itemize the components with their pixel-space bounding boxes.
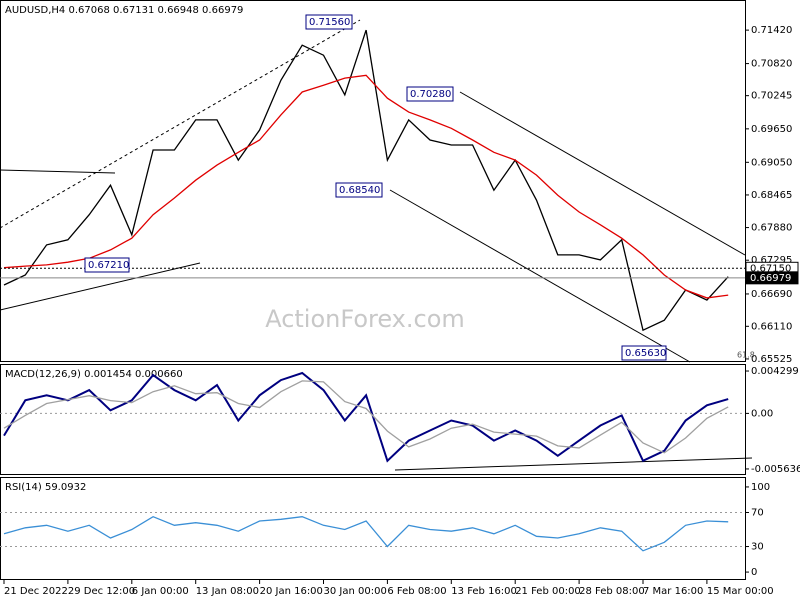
macd-title: MACD(12,26,9) 0.001454 0.000660 (5, 369, 183, 380)
macd-trend-line (394, 457, 753, 471)
x-tick-label: 6 Jan 00:00 (132, 586, 189, 597)
y-tick-label: -0.005636 (751, 464, 800, 475)
series-line (3, 74, 729, 299)
y-tick-label: 0.69650 (751, 124, 792, 135)
watermark: ActionForex.com (265, 305, 465, 333)
price-tag-label: 0.67150 (750, 263, 791, 274)
annotation: 0.71560 (309, 17, 350, 28)
annotation-box (621, 345, 667, 361)
x-tick-label: 21 Feb 00:00 (515, 586, 581, 597)
y-tick-label: 0.67880 (751, 223, 792, 234)
series-line (3, 29, 729, 332)
series-line (3, 515, 729, 552)
y-tick-label: 0.65525 (751, 354, 792, 365)
channel-line (0, 169, 116, 174)
rsi-frame (0, 477, 746, 580)
y-tick-label: 0.68465 (751, 190, 792, 201)
y-tick-label: 70 (751, 507, 764, 518)
trend-lines (0, 19, 753, 471)
annotation: 0.68540 (339, 185, 380, 196)
series-line (3, 371, 729, 463)
x-tick-label: 13 Feb 16:00 (451, 586, 517, 597)
y-tick-label: 0 (751, 567, 757, 578)
price-title: AUDUSD,H4 0.67068 0.67131 0.66948 0.6697… (5, 5, 243, 16)
y-tick-label: 0.70820 (751, 59, 792, 70)
annotation-box (406, 86, 454, 102)
annotation-box (305, 14, 353, 30)
y-tick-label: 0.00 (751, 408, 773, 419)
x-tick-label: 15 Mar 00:00 (707, 586, 774, 597)
y-tick-label: 0.66110 (751, 321, 792, 332)
annotation: 0.70280 (410, 89, 451, 100)
channel-line (0, 262, 201, 311)
x-tick-label: 28 Feb 08:00 (579, 586, 645, 597)
y-tick-label: 0.71420 (751, 25, 792, 36)
x-tick-label: 13 Jan 08:00 (196, 586, 259, 597)
y-tick-label: 0.67295 (751, 255, 792, 266)
annotation: 0.67210 (88, 260, 129, 271)
x-tick-label: 29 Dec 12:00 (68, 586, 135, 597)
series-line (3, 380, 729, 454)
annotation-box (84, 257, 130, 273)
rsi-title: RSI(14) 59.0932 (5, 482, 86, 493)
y-tick-label: 0.69050 (751, 157, 792, 168)
annotation-box (335, 182, 383, 198)
x-tick-label: 6 Feb 08:00 (387, 586, 446, 597)
x-tick-label: 7 Mar 16:00 (643, 586, 703, 597)
macd-frame (0, 364, 746, 475)
x-tick-label: 20 Jan 16:00 (260, 586, 323, 597)
y-tick-label: 0.004299 (751, 366, 799, 377)
price-tag-label: 0.66979 (750, 273, 791, 284)
y-tick-label: 0.70245 (751, 91, 792, 102)
price-frame (0, 0, 746, 362)
annotation: 61.8 (737, 351, 755, 360)
y-tick-label: 0.66690 (751, 289, 792, 300)
y-tick-label: 30 (751, 542, 764, 553)
channel-line (459, 91, 746, 256)
x-tick-label: 21 Dec 2022 (4, 586, 68, 597)
price-tag (745, 271, 799, 285)
channel-line (389, 189, 691, 363)
annotation: 0.65630 (625, 348, 666, 359)
x-tick-label: 30 Jan 00:00 (324, 586, 387, 597)
y-tick-label: 100 (751, 482, 770, 493)
